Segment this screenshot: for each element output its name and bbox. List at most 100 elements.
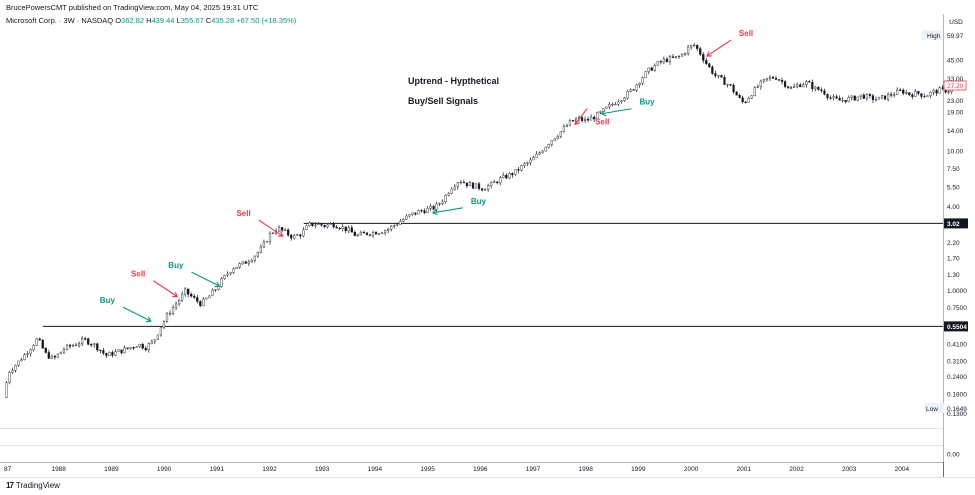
candle-body — [680, 53, 684, 57]
footer: 17 TradingView — [6, 481, 60, 490]
y-tick-label: 0.00 — [947, 452, 960, 459]
candle-body — [268, 232, 272, 242]
y-tick-label: 0.3100 — [947, 359, 967, 366]
candle-body — [532, 157, 535, 161]
candle-body — [908, 92, 911, 96]
high-tag-label: High — [927, 33, 941, 40]
y-tick-label: 33.00 — [947, 76, 964, 83]
candle-body — [493, 181, 496, 183]
candle-body — [184, 288, 187, 295]
candle-body — [890, 94, 893, 96]
candle-body — [714, 73, 717, 76]
candle-body — [290, 234, 293, 239]
sell-signal-arrowhead — [574, 119, 581, 126]
x-tick-label: 1991 — [210, 466, 225, 473]
candle-body — [886, 94, 890, 100]
low-tag-label: Low — [926, 406, 938, 413]
candle-body — [638, 83, 641, 86]
candle-body — [717, 75, 720, 77]
candle-body — [444, 195, 447, 203]
candle-body — [871, 95, 875, 100]
candle-body — [277, 227, 281, 232]
candle-body — [602, 108, 605, 112]
candle-body — [190, 294, 193, 297]
candle-body — [377, 233, 381, 235]
candle-body — [20, 359, 23, 362]
candle-body — [38, 338, 41, 341]
y-tick-label: 2.20 — [947, 240, 960, 247]
candle-body — [387, 229, 390, 231]
candle-body — [617, 101, 620, 105]
candle-body — [484, 189, 487, 191]
candle-body — [108, 352, 111, 356]
candle-body — [281, 227, 284, 231]
candle-body — [814, 86, 817, 90]
candle-body — [502, 175, 505, 178]
candle-body — [584, 118, 587, 121]
candle-body — [629, 89, 632, 92]
candle-body — [65, 344, 69, 350]
candle-body — [90, 344, 93, 346]
candle-body — [47, 352, 50, 359]
change-value: +67.50 (+18.35%) — [236, 16, 297, 25]
candle-body — [932, 90, 935, 93]
candle-body — [662, 58, 665, 63]
last-price-tag — [943, 80, 967, 91]
candle-body — [329, 223, 332, 225]
candle-body — [35, 338, 38, 346]
candle-body — [241, 261, 244, 264]
candle-body — [23, 354, 26, 361]
candle-body — [271, 232, 275, 235]
candle-body — [690, 44, 693, 48]
x-tick-label: 1994 — [368, 466, 383, 473]
candle-body — [614, 103, 617, 106]
candle-body — [50, 355, 53, 359]
y-tick-label: 14.00 — [947, 128, 964, 135]
candle-body — [853, 95, 856, 101]
candle-body — [732, 84, 735, 93]
candle-body — [647, 67, 650, 72]
high-label: H — [146, 16, 152, 25]
symbol-legend: Microsoft Corp. · 3W · NASDAQ O362.82 H4… — [6, 16, 296, 25]
candle-body — [674, 55, 678, 58]
candle-body — [496, 181, 499, 184]
candle-body — [305, 225, 308, 231]
candle-body — [8, 372, 11, 383]
candle-body — [338, 227, 341, 230]
sell-signal-label: Sell — [236, 209, 250, 218]
candle-body — [371, 231, 375, 236]
candle-body — [44, 347, 47, 353]
candle-body — [405, 215, 408, 220]
sell-signal-label: Sell — [739, 29, 753, 38]
candle-body — [559, 131, 562, 137]
candle-body — [938, 87, 941, 94]
candle-body — [299, 234, 302, 237]
y-tick-label: 0.5504 — [947, 324, 967, 331]
candle-body — [41, 339, 44, 349]
chart-title: Uptrend - Hypthetical — [408, 76, 499, 86]
candle-body — [399, 221, 402, 225]
candle-body — [565, 125, 569, 128]
candle-body — [102, 350, 105, 354]
candle-body — [471, 182, 475, 189]
candle-body — [462, 181, 466, 184]
candle-body — [593, 116, 596, 120]
x-tick-label: 2002 — [789, 466, 804, 473]
candle-body — [362, 232, 366, 234]
candle-body — [799, 84, 802, 88]
candle-body — [174, 303, 178, 308]
candle-body — [78, 343, 81, 346]
candle-body — [777, 79, 781, 81]
y-tick-label: 0.2400 — [947, 374, 967, 381]
candle-body — [705, 60, 708, 64]
low-label: L — [176, 16, 181, 25]
y-tick-label: 10.00 — [947, 148, 964, 155]
candle-body — [687, 46, 690, 54]
candle-body — [187, 288, 190, 295]
candle-body — [817, 86, 820, 91]
candle-body — [829, 97, 832, 99]
y-tick-label: 1.70 — [947, 256, 960, 263]
low-tag-value: 0.1649 — [947, 406, 967, 413]
high-value: 439.44 — [151, 16, 175, 25]
